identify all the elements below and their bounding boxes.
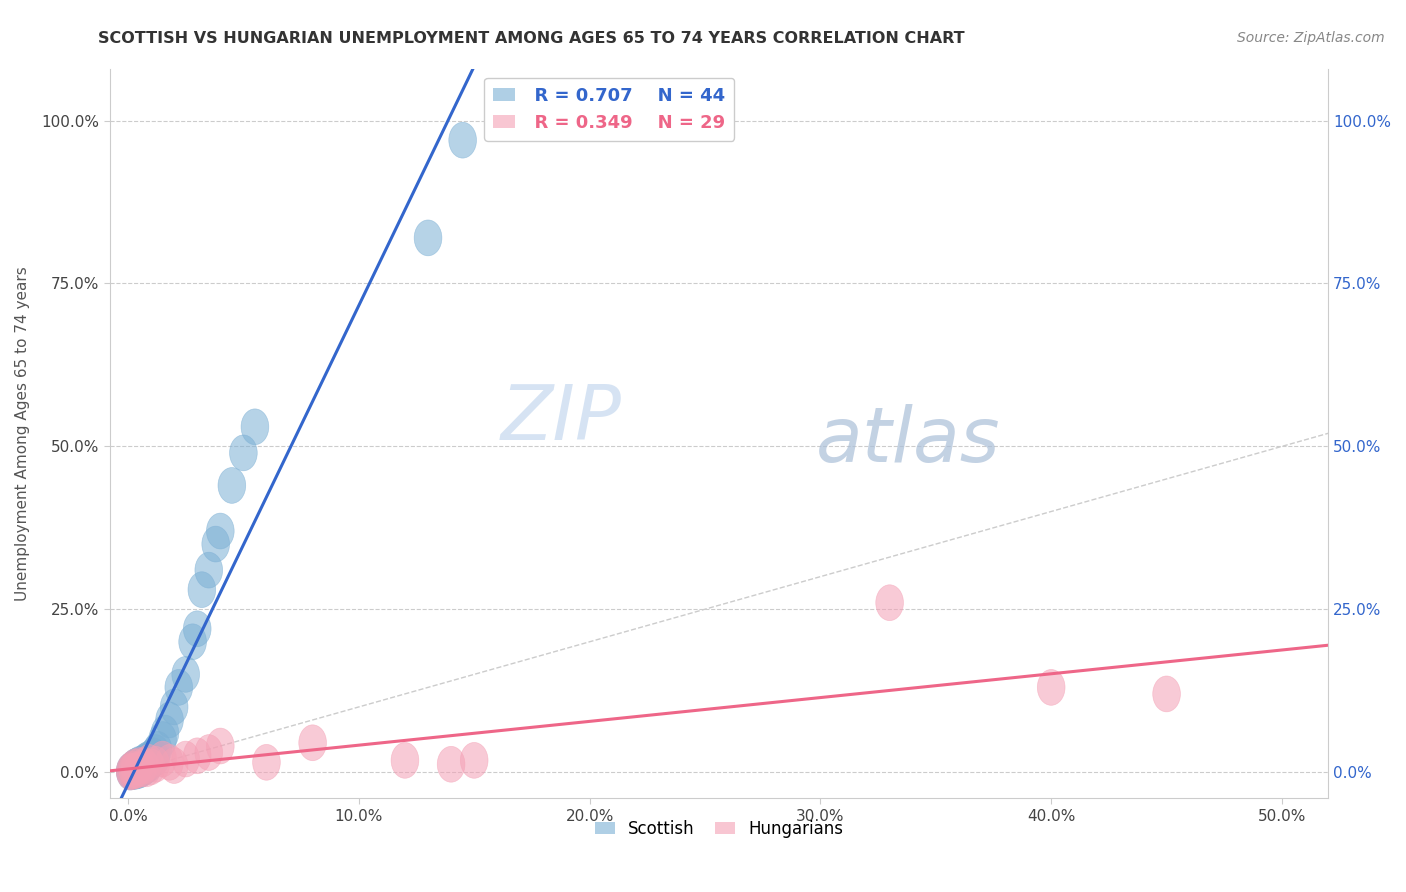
Ellipse shape xyxy=(183,611,211,647)
Ellipse shape xyxy=(179,624,207,660)
Ellipse shape xyxy=(240,409,269,445)
Ellipse shape xyxy=(150,715,179,751)
Ellipse shape xyxy=(229,435,257,471)
Ellipse shape xyxy=(1038,670,1064,706)
Ellipse shape xyxy=(135,741,163,777)
Ellipse shape xyxy=(299,725,326,761)
Ellipse shape xyxy=(117,753,145,789)
Ellipse shape xyxy=(218,467,246,503)
Ellipse shape xyxy=(118,751,146,787)
Ellipse shape xyxy=(1153,676,1181,712)
Ellipse shape xyxy=(125,747,153,783)
Ellipse shape xyxy=(118,754,146,789)
Ellipse shape xyxy=(142,747,170,782)
Ellipse shape xyxy=(121,754,149,789)
Ellipse shape xyxy=(149,741,177,777)
Y-axis label: Unemployment Among Ages 65 to 74 years: Unemployment Among Ages 65 to 74 years xyxy=(15,266,30,600)
Ellipse shape xyxy=(160,747,188,783)
Ellipse shape xyxy=(138,742,165,779)
Ellipse shape xyxy=(132,751,160,787)
Text: atlas: atlas xyxy=(817,403,1001,477)
Ellipse shape xyxy=(156,702,183,738)
Ellipse shape xyxy=(118,754,146,789)
Ellipse shape xyxy=(124,751,150,787)
Ellipse shape xyxy=(121,752,149,788)
Ellipse shape xyxy=(124,753,150,789)
Ellipse shape xyxy=(139,738,167,773)
Ellipse shape xyxy=(437,747,465,782)
Ellipse shape xyxy=(121,753,149,789)
Ellipse shape xyxy=(449,122,477,158)
Ellipse shape xyxy=(117,754,145,790)
Ellipse shape xyxy=(160,689,188,725)
Ellipse shape xyxy=(135,747,163,782)
Ellipse shape xyxy=(125,752,153,788)
Ellipse shape xyxy=(131,745,157,780)
Ellipse shape xyxy=(121,749,149,785)
Ellipse shape xyxy=(131,749,157,786)
Ellipse shape xyxy=(128,751,156,787)
Ellipse shape xyxy=(128,751,156,787)
Ellipse shape xyxy=(118,751,146,787)
Ellipse shape xyxy=(195,735,222,771)
Ellipse shape xyxy=(165,670,193,706)
Ellipse shape xyxy=(460,742,488,779)
Legend: Scottish, Hungarians: Scottish, Hungarians xyxy=(588,814,849,845)
Ellipse shape xyxy=(195,552,222,588)
Text: SCOTTISH VS HUNGARIAN UNEMPLOYMENT AMONG AGES 65 TO 74 YEARS CORRELATION CHART: SCOTTISH VS HUNGARIAN UNEMPLOYMENT AMONG… xyxy=(98,31,965,46)
Ellipse shape xyxy=(142,739,170,776)
Ellipse shape xyxy=(172,657,200,692)
Ellipse shape xyxy=(117,753,145,789)
Ellipse shape xyxy=(124,747,150,783)
Ellipse shape xyxy=(118,752,146,788)
Ellipse shape xyxy=(117,754,145,790)
Text: ZIP: ZIP xyxy=(501,382,621,456)
Ellipse shape xyxy=(207,513,235,549)
Ellipse shape xyxy=(121,749,149,785)
Ellipse shape xyxy=(132,742,160,779)
Ellipse shape xyxy=(253,745,280,780)
Ellipse shape xyxy=(124,752,150,788)
Ellipse shape xyxy=(145,731,172,767)
Ellipse shape xyxy=(135,745,163,780)
Ellipse shape xyxy=(202,526,229,562)
Ellipse shape xyxy=(391,742,419,779)
Ellipse shape xyxy=(131,747,157,783)
Ellipse shape xyxy=(128,747,156,783)
Ellipse shape xyxy=(156,745,183,780)
Ellipse shape xyxy=(172,741,200,777)
Ellipse shape xyxy=(132,747,160,783)
Ellipse shape xyxy=(188,572,215,607)
Ellipse shape xyxy=(142,735,170,771)
Ellipse shape xyxy=(125,747,153,782)
Ellipse shape xyxy=(125,749,153,786)
Ellipse shape xyxy=(149,722,177,757)
Ellipse shape xyxy=(876,585,904,621)
Ellipse shape xyxy=(415,220,441,256)
Ellipse shape xyxy=(138,749,165,785)
Ellipse shape xyxy=(183,738,211,773)
Ellipse shape xyxy=(207,728,235,764)
Text: Source: ZipAtlas.com: Source: ZipAtlas.com xyxy=(1237,31,1385,45)
